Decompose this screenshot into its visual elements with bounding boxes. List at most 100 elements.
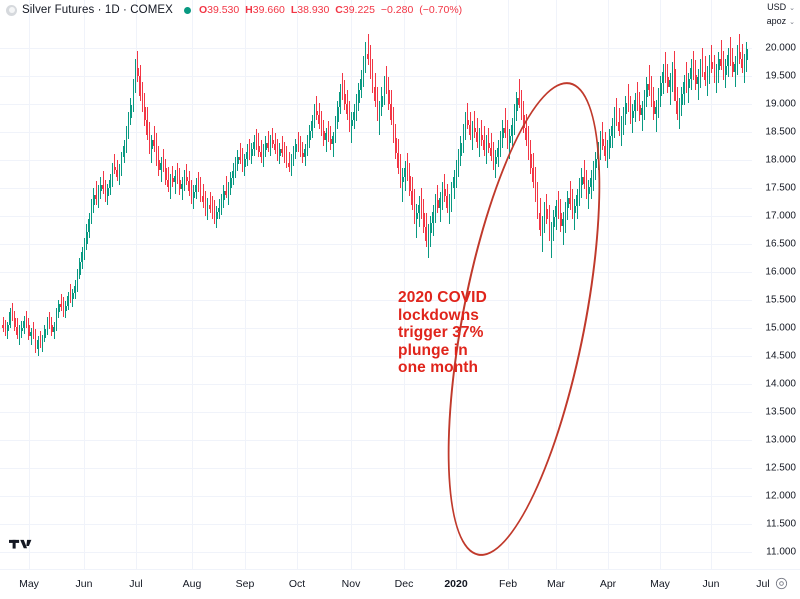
candle-body (60, 304, 63, 307)
candle-body (364, 53, 367, 65)
candle-body (490, 147, 492, 156)
candle-wick (481, 119, 483, 146)
candle-body (69, 295, 72, 299)
price-tick: 11.000 (766, 546, 796, 558)
candle-body (571, 203, 574, 214)
candle-body (423, 213, 425, 228)
candle-body (390, 104, 393, 120)
candle-body (511, 125, 513, 137)
candle-body (604, 146, 606, 156)
price-tick: 17.500 (765, 182, 796, 194)
candle-body (195, 185, 197, 193)
price-tick: 19.000 (765, 98, 796, 110)
candle-body (615, 114, 618, 122)
candle-body (2, 325, 4, 328)
time-tick: Jun (702, 578, 720, 590)
candle-body (83, 244, 86, 253)
candle-body (564, 207, 567, 219)
candle-body (248, 151, 251, 156)
candle-wick (386, 65, 388, 94)
candle-body (713, 69, 716, 78)
chart-plot-area[interactable] (0, 0, 752, 570)
time-tick: Nov (341, 578, 361, 590)
grid-line-horizontal (0, 384, 752, 385)
candle-body (381, 95, 383, 107)
time-axis[interactable]: May Jun Jul Aug Sep Oct Nov Dec 2020 Feb Mar Apr May… (0, 569, 800, 599)
candle-body (181, 183, 183, 190)
grid-line-horizontal (0, 468, 752, 469)
candle-body (167, 179, 169, 187)
candle-body (332, 136, 334, 145)
candle-body (513, 110, 516, 126)
currency-dropdown[interactable]: USD ⌄ (765, 2, 797, 12)
candle-body (495, 157, 497, 165)
candle-body (37, 340, 39, 350)
candle-body (506, 133, 509, 144)
candle-body (736, 52, 739, 64)
candle-wick (316, 95, 318, 120)
price-tick: 18.000 (765, 154, 796, 166)
candle-wick (151, 134, 153, 163)
candle-wick (569, 181, 571, 211)
candle-body (337, 106, 339, 122)
candle-body (590, 177, 592, 187)
candle-body (529, 154, 532, 169)
candle-wick (697, 69, 699, 100)
candle-body (104, 189, 107, 197)
candle-body (683, 81, 685, 94)
candle-body (650, 90, 653, 102)
candle-body (646, 84, 648, 98)
candle-wick (267, 130, 269, 152)
candle-wick (18, 325, 20, 345)
candle-body (134, 67, 137, 85)
candle-body (706, 73, 709, 81)
price-tick: 17.000 (765, 210, 796, 222)
candle-body (369, 59, 372, 74)
candle-body (441, 189, 444, 199)
candle-body (443, 189, 446, 197)
candle-body (192, 192, 195, 199)
candle-body (148, 134, 151, 149)
candle-body (502, 127, 504, 138)
candle-wick (711, 45, 713, 74)
candle-body (209, 204, 211, 210)
unit-dropdown[interactable]: apoz ⌄ (764, 16, 797, 26)
candle-body (178, 179, 181, 190)
candle-body (216, 211, 218, 219)
candle-body (139, 76, 142, 96)
candle-body (79, 261, 81, 275)
page-title[interactable]: Silver Futures · 1D · COMEX (22, 4, 173, 16)
candle-wick (692, 50, 694, 81)
candle-wick (518, 78, 520, 109)
candle-body (281, 148, 283, 154)
candlestick-series (2, 34, 748, 356)
candle-body (562, 218, 565, 227)
candle-wick (416, 203, 418, 239)
candle-wick (479, 127, 481, 158)
candle-body (169, 177, 172, 187)
candle-body (227, 188, 230, 195)
candle-wick (197, 172, 199, 193)
price-tick: 14.500 (765, 350, 796, 362)
grid-line-vertical (29, 0, 30, 570)
chart-legend: Silver Futures · 1D · COMEX O39.530 H39.… (6, 2, 462, 18)
candle-body (353, 112, 355, 120)
candle-body (9, 312, 11, 326)
candle-body (499, 137, 502, 148)
candle-body (271, 140, 274, 145)
candle-body (483, 140, 486, 150)
candle-body (518, 98, 520, 106)
candle-body (39, 340, 42, 345)
grid-line-horizontal (0, 216, 752, 217)
candle-body (560, 213, 562, 227)
price-tick: 15.500 (765, 294, 796, 306)
candle-body (16, 326, 18, 335)
grid-line-vertical (711, 0, 712, 570)
candle-wick (367, 34, 369, 65)
candle-wick (402, 168, 404, 202)
candle-body (383, 84, 386, 96)
axis-settings-gear-icon[interactable] (775, 577, 788, 590)
candle-body (606, 147, 609, 156)
price-axis[interactable]: USD ⌄ apoz ⌄ 20.000 19.500 19.000 18.500 18.00… (752, 0, 800, 570)
candle-wick (627, 84, 629, 113)
